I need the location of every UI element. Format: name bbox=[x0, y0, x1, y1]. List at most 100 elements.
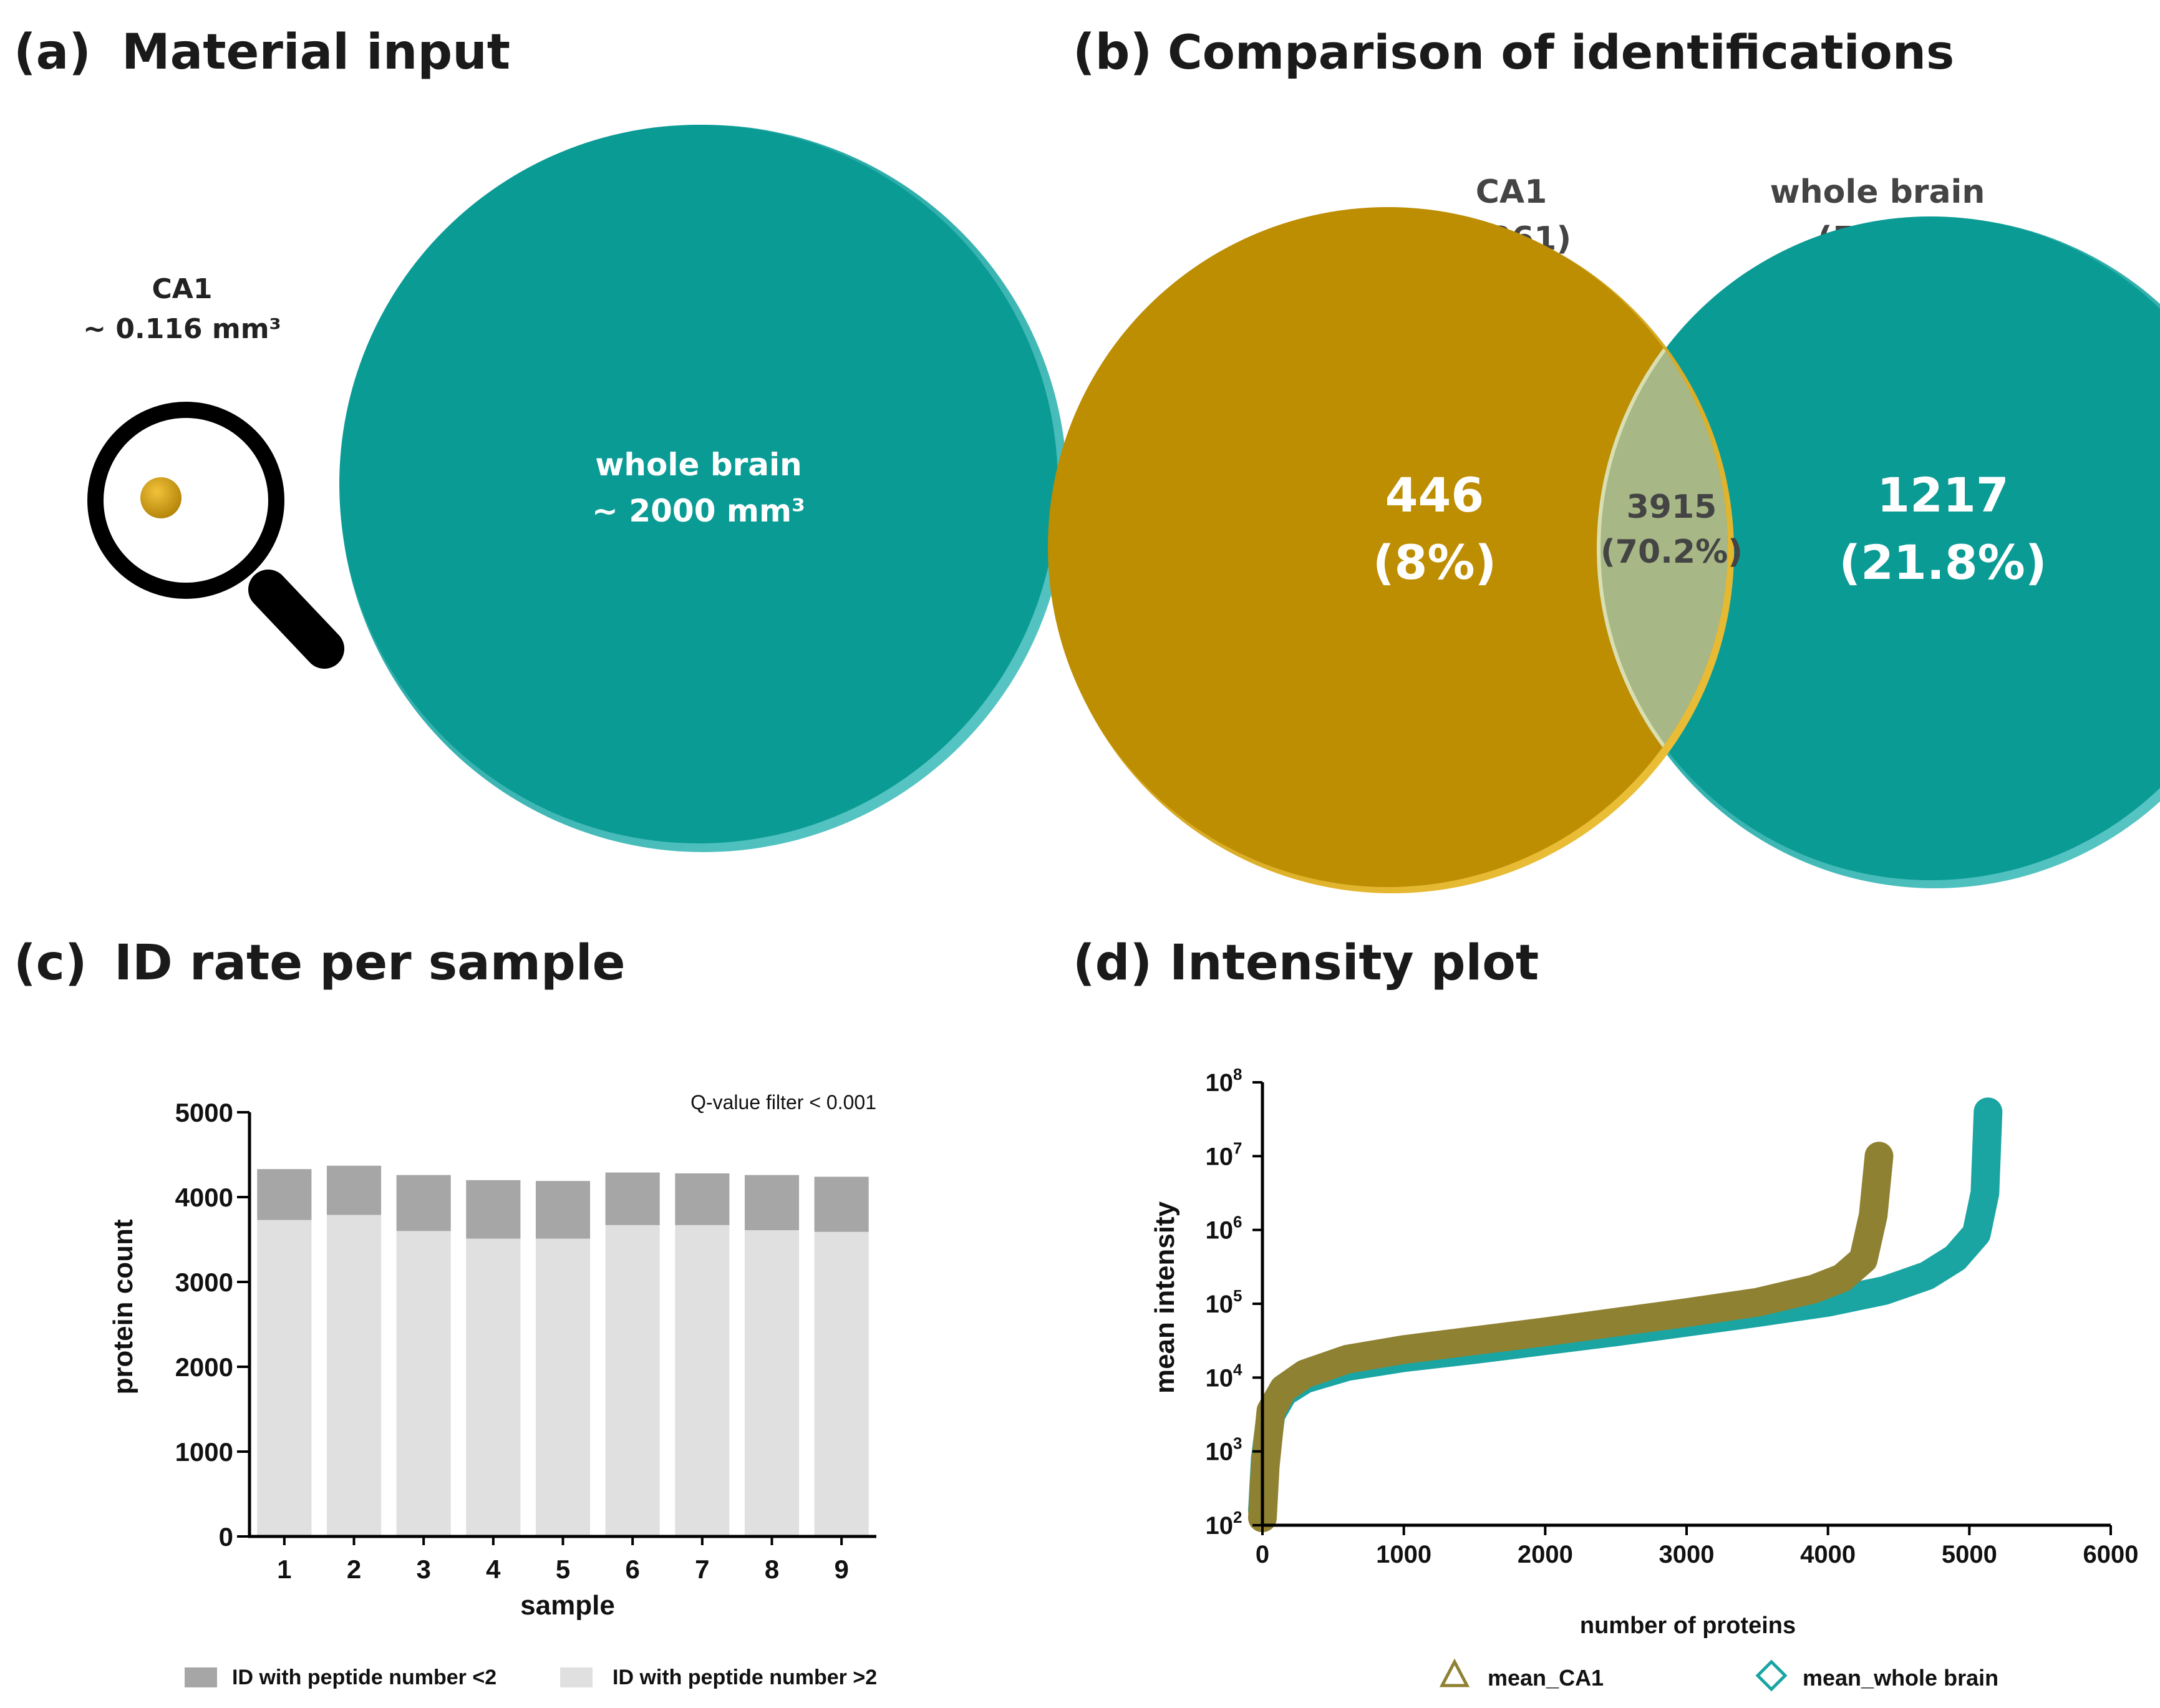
triangle-marker bbox=[1253, 1452, 1277, 1475]
panel-c-title: ID rate per sample bbox=[114, 935, 626, 991]
legend-swatch-light bbox=[560, 1667, 593, 1687]
bar-lower-sample-8 bbox=[744, 1230, 800, 1536]
bar-x-tick-label: 1 bbox=[277, 1555, 291, 1584]
bar-upper-sample-6 bbox=[605, 1172, 660, 1225]
diamond-marker bbox=[1972, 1180, 1998, 1206]
scatter-x-axis-label: number of proteins bbox=[1580, 1613, 1796, 1639]
scatter-y-tick-label: 104 bbox=[1206, 1360, 1243, 1392]
legend-label-light: ID with peptide number >2 bbox=[613, 1666, 877, 1689]
bar-x-tick-label: 6 bbox=[625, 1555, 639, 1584]
legend-label-dark: ID with peptide number <2 bbox=[232, 1666, 496, 1689]
whole-brain-volume: ~ 2000 mm³ bbox=[592, 493, 805, 529]
scatter-x-tick-label: 2000 bbox=[1518, 1541, 1573, 1568]
triangle-marker bbox=[1335, 1345, 1360, 1368]
triangle-marker bbox=[1674, 1298, 1699, 1322]
whole-brain-circle bbox=[339, 125, 1058, 843]
bar-lower-sample-7 bbox=[675, 1225, 730, 1536]
bar-upper-sample-1 bbox=[257, 1169, 312, 1220]
diamond-marker bbox=[1914, 1263, 1940, 1289]
diamond-marker bbox=[1942, 1245, 1969, 1271]
whole-brain-label: whole brain bbox=[595, 447, 802, 483]
bar-upper-sample-8 bbox=[744, 1175, 800, 1231]
bar-lower-sample-3 bbox=[396, 1231, 451, 1536]
triangle-marker bbox=[1392, 1336, 1417, 1359]
bar-y-tick-label: 0 bbox=[219, 1522, 233, 1551]
venn-left-only-count: 446 bbox=[1385, 467, 1484, 523]
bar-lower-sample-4 bbox=[466, 1238, 521, 1536]
triangle-marker bbox=[1801, 1275, 1826, 1298]
bar-upper-sample-4 bbox=[466, 1180, 521, 1239]
venn-left-name: CA1 bbox=[1476, 173, 1547, 211]
scatter-x-tick-label: 3000 bbox=[1659, 1541, 1715, 1568]
venn-right-name: whole brain bbox=[1770, 173, 1985, 211]
bar-y-tick-label: 4000 bbox=[175, 1183, 233, 1212]
bar-chart-bars bbox=[257, 1165, 869, 1536]
bar-x-tick-label: 2 bbox=[347, 1555, 361, 1584]
panel-a: (a) Material input whole brain ~ 2000 mm… bbox=[14, 24, 1067, 852]
panel-b: (b) Comparison of identifications CA1 (4… bbox=[1048, 24, 2160, 893]
ca1-volume: ~ 0.116 mm³ bbox=[83, 313, 281, 345]
scatter-y-tick-label: 106 bbox=[1206, 1213, 1242, 1245]
legend-swatch-dark bbox=[185, 1667, 217, 1687]
venn-overlap-count: 3915 bbox=[1627, 488, 1717, 526]
legend-diamond-icon bbox=[1755, 1659, 1788, 1692]
scatter-x-tick-label: 4000 bbox=[1800, 1541, 1856, 1568]
ca1-label: CA1 bbox=[152, 273, 213, 305]
bar-x-tick-label: 4 bbox=[486, 1555, 501, 1584]
triangle-marker bbox=[1604, 1308, 1629, 1331]
panel-b-letter: (b) bbox=[1073, 24, 1152, 80]
panel-b-title: Comparison of identifications bbox=[1168, 24, 1954, 80]
triangle-marker bbox=[1259, 1397, 1283, 1420]
scatter-y-tick-label: 102 bbox=[1206, 1508, 1242, 1540]
venn-overlap-pct: (70.2%) bbox=[1601, 533, 1743, 571]
triangle-marker bbox=[1867, 1142, 1891, 1165]
bar-y-tick-label: 1000 bbox=[175, 1437, 233, 1467]
series-mean-ca1 bbox=[1248, 1142, 1894, 1533]
bar-lower-sample-5 bbox=[535, 1238, 591, 1536]
panel-a-letter: (a) bbox=[14, 24, 91, 80]
bar-upper-sample-9 bbox=[814, 1177, 869, 1232]
triangle-marker bbox=[1861, 1201, 1886, 1224]
bar-lower-sample-2 bbox=[326, 1215, 382, 1536]
legend-triangle-icon bbox=[1439, 1658, 1470, 1687]
panel-d: (d) Intensity plot 0 1000 2000 3000 4000 5000… bbox=[1073, 935, 2139, 1692]
bar-lower-sample-9 bbox=[814, 1231, 869, 1536]
magnifier-icon bbox=[87, 402, 344, 669]
scatter-y-tick-label: 105 bbox=[1206, 1286, 1242, 1318]
scatter-x-tick-label: 1000 bbox=[1376, 1541, 1431, 1568]
triangle-marker bbox=[1745, 1288, 1770, 1311]
panel-c: (c) ID rate per sample Q-value filter < … bbox=[14, 935, 877, 1689]
ca1-sample-dot bbox=[140, 477, 182, 518]
scatter-axes: 0 1000 2000 3000 4000 5000 6000 102 103 104 105 106… bbox=[1206, 1065, 2139, 1568]
venn-right-only-count: 1217 bbox=[1877, 467, 2009, 523]
bar-x-axis-label: sample bbox=[520, 1590, 615, 1621]
scatter-x-tick-label: 5000 bbox=[1942, 1541, 1997, 1568]
venn-left-only-pct: (8%) bbox=[1373, 535, 1497, 590]
triangle-marker bbox=[1271, 1374, 1296, 1398]
bar-x-tick-label: 7 bbox=[695, 1555, 709, 1584]
scatter-y-tick-label: 103 bbox=[1206, 1434, 1242, 1466]
bar-upper-sample-7 bbox=[675, 1173, 730, 1225]
bar-upper-sample-3 bbox=[396, 1175, 451, 1231]
bar-upper-sample-2 bbox=[326, 1165, 382, 1215]
scatter-y-tick-label: 108 bbox=[1206, 1065, 1242, 1097]
bar-chart-axes: 1 2 3 4 5 6 7 8 9 0 1000 2000 3000 4000 5000 bbox=[175, 1098, 876, 1584]
triangle-marker bbox=[1829, 1264, 1854, 1287]
panel-a-title: Material input bbox=[122, 24, 510, 80]
panel-d-letter: (d) bbox=[1073, 935, 1152, 991]
bar-y-tick-label: 5000 bbox=[175, 1098, 233, 1127]
bar-y-axis-label: protein count bbox=[108, 1219, 138, 1394]
legend-label-whole-brain: mean_whole brain bbox=[1803, 1665, 1998, 1691]
triangle-marker bbox=[1292, 1360, 1317, 1383]
legend-label-ca1: mean_CA1 bbox=[1488, 1665, 1604, 1691]
series-dense-band bbox=[1248, 1142, 1894, 1533]
bar-x-tick-label: 9 bbox=[834, 1555, 848, 1584]
bar-lower-sample-1 bbox=[257, 1220, 312, 1536]
scatter-marks bbox=[1248, 1097, 2003, 1533]
scatter-x-tick-label: 0 bbox=[1256, 1541, 1269, 1568]
diamond-marker bbox=[1963, 1220, 1990, 1247]
triangle-marker bbox=[1533, 1317, 1557, 1341]
q-value-annotation: Q-value filter < 0.001 bbox=[690, 1091, 876, 1114]
triangle-marker bbox=[1462, 1326, 1487, 1350]
